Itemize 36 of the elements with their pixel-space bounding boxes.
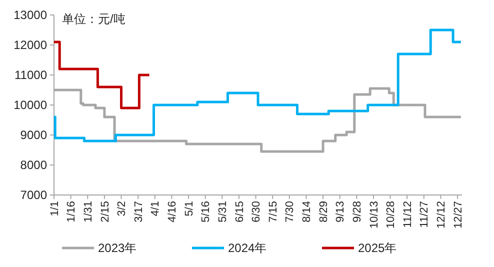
y-tick-label: 9000 bbox=[20, 128, 48, 142]
y-tick-label: 13000 bbox=[14, 8, 48, 22]
y-tick-label: 12000 bbox=[14, 38, 48, 52]
x-tick-label: 8/29 bbox=[318, 201, 330, 222]
x-tick-label: 10/13 bbox=[368, 201, 380, 229]
x-tick-label: 1/16 bbox=[66, 201, 78, 222]
y-tick-label: 7000 bbox=[20, 188, 48, 202]
x-tick-label: 5/1 bbox=[183, 201, 196, 216]
x-tick-label: 12/12 bbox=[436, 201, 448, 229]
x-tick-label: 7/15 bbox=[267, 201, 280, 222]
x-tick-label: 11/27 bbox=[418, 201, 431, 228]
x-tick-label: 1/1 bbox=[48, 201, 61, 216]
x-tick-label: 3/2 bbox=[116, 201, 128, 216]
legend-label: 2023年 bbox=[98, 241, 137, 256]
x-tick-label: 9/28 bbox=[351, 201, 364, 222]
x-tick-label: 8/14 bbox=[301, 201, 314, 222]
x-tick-label: 6/15 bbox=[234, 201, 246, 222]
x-tick-label: 5/16 bbox=[200, 201, 212, 222]
x-tick-label: 2/15 bbox=[99, 201, 112, 222]
y-tick-label: 10000 bbox=[14, 98, 48, 112]
x-tick-label: 4/1 bbox=[150, 201, 162, 216]
x-tick-label: 11/12 bbox=[402, 201, 414, 228]
x-tick-label: 7/30 bbox=[284, 201, 296, 222]
x-tick-label: 10/28 bbox=[385, 201, 398, 229]
y-tick-label: 8000 bbox=[20, 158, 48, 172]
legend-label: 2024年 bbox=[228, 241, 267, 256]
x-tick-label: 12/27 bbox=[452, 201, 464, 229]
legend-label: 2025年 bbox=[358, 241, 397, 256]
annotation: 单位：元/吨 bbox=[62, 12, 126, 26]
x-tick-label: 5/31 bbox=[216, 201, 229, 222]
x-tick-label: 9/13 bbox=[334, 201, 347, 222]
x-tick-label: 3/17 bbox=[132, 201, 145, 222]
x-tick-label: 1/31 bbox=[82, 201, 94, 222]
y-tick-label: 11000 bbox=[14, 68, 48, 82]
x-tick-label: 4/16 bbox=[166, 201, 179, 222]
x-tick-label: 6/30 bbox=[250, 201, 263, 222]
